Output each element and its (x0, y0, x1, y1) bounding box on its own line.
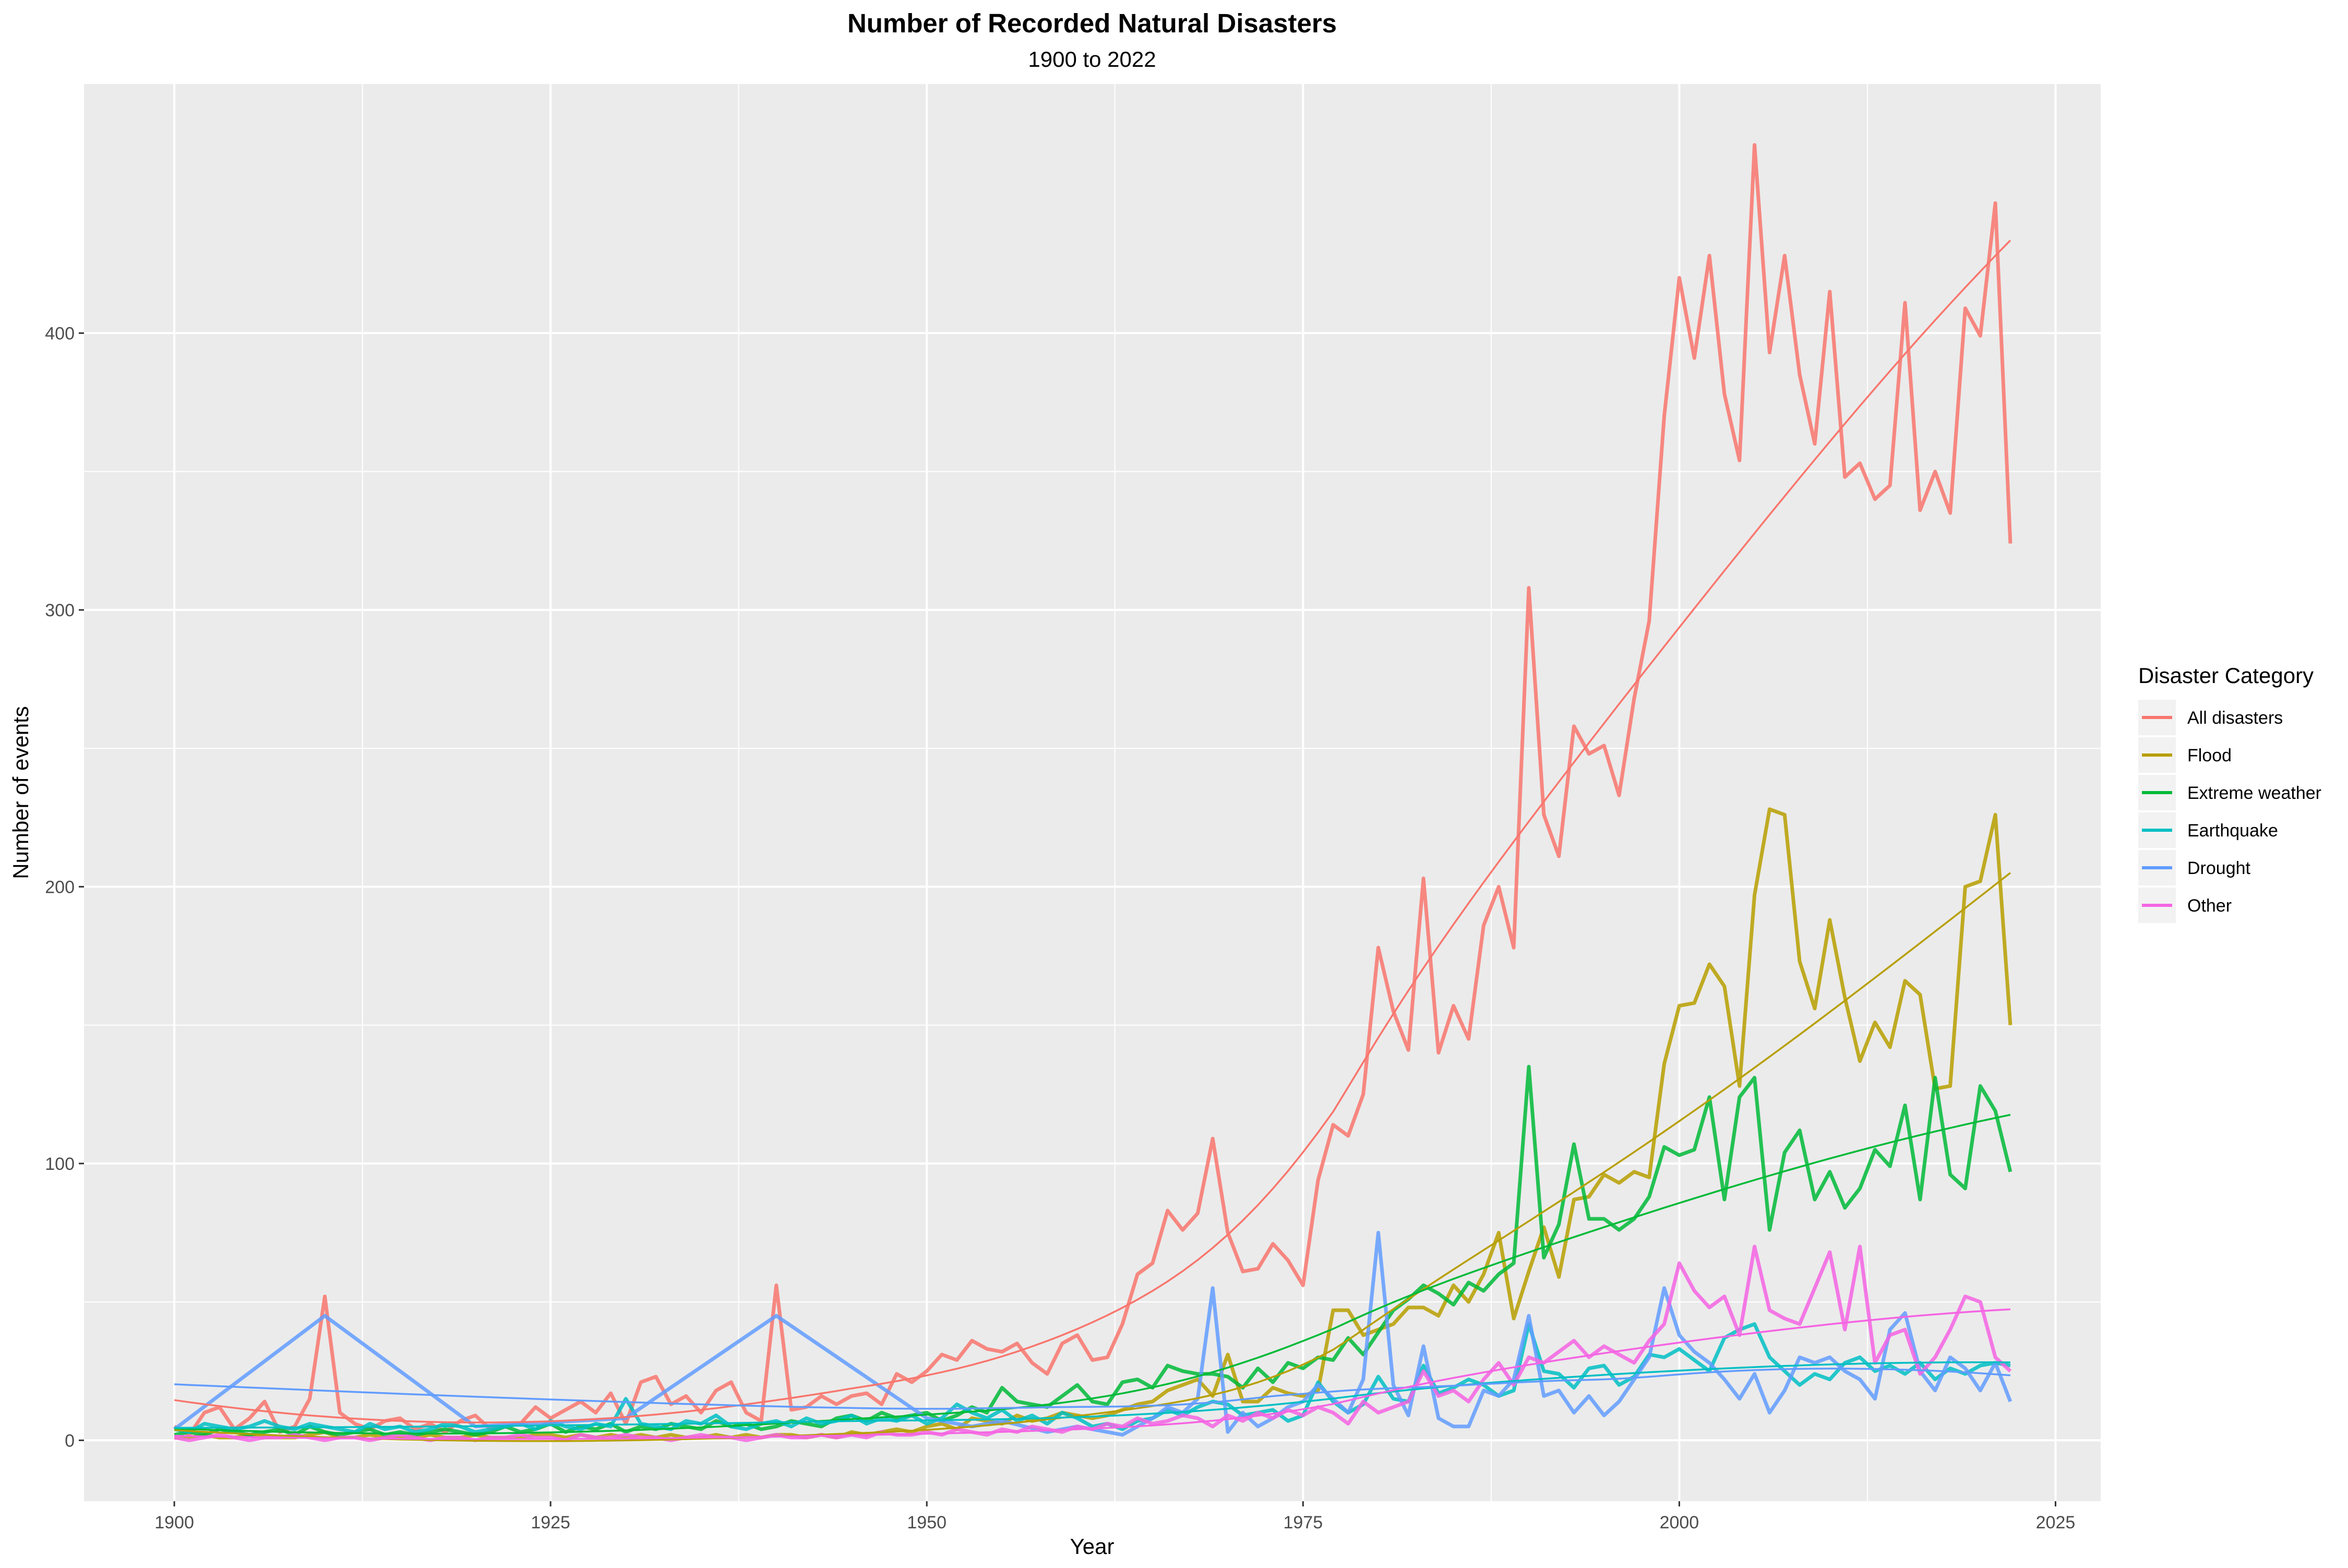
chart-subtitle: 1900 to 2022 (1028, 47, 1156, 71)
trend-line-4 (174, 1368, 2011, 1410)
y-tick-label: 200 (45, 877, 75, 897)
grid-major (84, 84, 2101, 1501)
legend: Disaster Category All disasters Flood Extr… (2138, 663, 2321, 923)
chart-title: Number of Recorded Natural Disasters (847, 8, 1337, 38)
series-line-4 (173, 1230, 2012, 1437)
y-tick-label: 0 (65, 1431, 75, 1451)
y-axis-label: Number of events (8, 706, 33, 879)
legend-title: Disaster Category (2138, 663, 2314, 688)
trend-line-2 (174, 1114, 2011, 1435)
grid-minor (84, 84, 2101, 1501)
trend-layer (174, 240, 2011, 1442)
y-tick-label: 400 (45, 324, 75, 343)
trend-line-5 (174, 1308, 2011, 1440)
x-tick-label: 2025 (2036, 1513, 2076, 1533)
x-tick-label: 1950 (907, 1513, 947, 1533)
y-axis-ticks: 0 100 200 300 400 (45, 324, 84, 1451)
series-line-0 (173, 143, 2012, 1437)
legend-label-5: Other (2187, 896, 2232, 916)
x-axis-ticks: 1900 1925 1950 1975 2000 2025 (154, 1501, 2075, 1533)
y-tick-label: 100 (45, 1154, 75, 1174)
legend-items: All disasters Flood Extreme weather Earthqu… (2138, 700, 2321, 923)
legend-label-1: Flood (2187, 746, 2232, 765)
trend-line-1 (174, 872, 2011, 1442)
x-tick-label: 1900 (154, 1513, 194, 1533)
x-axis-label: Year (1070, 1534, 1115, 1559)
trend-line-3 (174, 1361, 2010, 1429)
x-tick-label: 1975 (1283, 1513, 1323, 1533)
legend-label-0: All disasters (2187, 708, 2283, 728)
legend-label-2: Extreme weather (2187, 783, 2321, 803)
y-tick-label: 300 (45, 601, 75, 620)
plot-panel (84, 84, 2101, 1501)
series-line-3 (174, 1322, 2011, 1434)
trend-line-0 (174, 240, 2011, 1423)
legend-label-3: Earthquake (2187, 821, 2278, 841)
x-tick-label: 2000 (1660, 1513, 1699, 1533)
legend-label-4: Drought (2187, 858, 2251, 878)
x-tick-label: 1925 (531, 1513, 570, 1533)
